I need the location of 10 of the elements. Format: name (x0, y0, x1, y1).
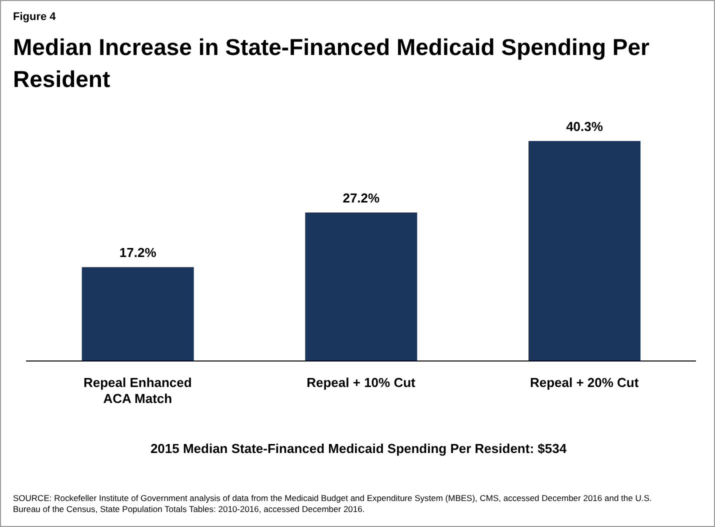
x-tick-label: Repeal + 10% Cut (306, 375, 416, 390)
data-label: 17.2% (119, 245, 157, 260)
data-label: 27.2% (342, 190, 380, 206)
text: 2015 Median State-Financed Medicaid Spending Per Resident: $534 (149, 441, 568, 456)
source-note: SOURCE: Rockefeller Institute of Government analysis of data from the Medicaid Budget and Expenditure System (MBES), CMS, accessed December 2016 and the U.S. Bureau of the Census, State Population Totals Tables: 2010-2016, accessed December 2016. (13, 493, 653, 515)
x-tick-label: Repeal + 20% Cut (530, 375, 640, 390)
chart-title: Median Increase in State-Financed Medicaid Spending Per Resident (13, 33, 650, 94)
x-tick-label: Repeal Enhanced ACA Match (83, 375, 192, 406)
data-label: 40.3% (566, 119, 604, 134)
chart-subtitle: Figure 4 (13, 11, 56, 23)
